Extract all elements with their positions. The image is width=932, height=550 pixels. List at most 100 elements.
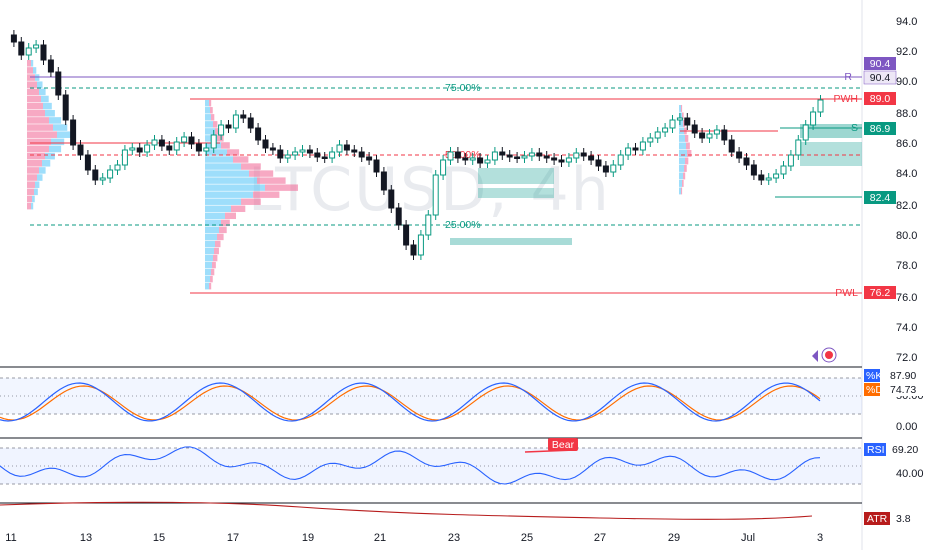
volume-bar: [27, 174, 37, 181]
candle-body: [232, 114, 239, 129]
candle-body: [173, 141, 180, 151]
candle-body: [203, 147, 210, 152]
time-tick: 27: [594, 532, 606, 544]
candle-body: [728, 139, 735, 153]
stochastic-pane[interactable]: [0, 377, 862, 422]
s-value: 86.9: [870, 123, 891, 135]
green-value-box: [864, 191, 896, 204]
candle-body: [10, 34, 17, 43]
price-tick: 80.0: [896, 230, 917, 242]
candle-body: [299, 149, 306, 153]
volume-bar: [27, 167, 39, 174]
candle-body: [514, 156, 521, 159]
price-tags: R 90.4 90.4 PWH 89.0 S 86.9 82.4 PWL 76.…: [834, 57, 897, 299]
candle-body: [292, 151, 299, 156]
candle-body: [151, 139, 158, 146]
last-value: 90.4: [870, 72, 891, 84]
last-value-box: [863, 70, 897, 85]
volume-bar: [49, 145, 62, 153]
atr-pane[interactable]: [0, 501, 813, 520]
green-value: 82.4: [870, 192, 891, 204]
candle-body: [617, 154, 624, 166]
volume-bar: [679, 157, 685, 165]
volume-bar: [27, 110, 45, 117]
volume-bar: [27, 138, 51, 146]
s-label: S: [851, 122, 858, 134]
volume-bar: [33, 67, 37, 74]
candle-body: [625, 147, 632, 156]
volume-bar: [34, 188, 38, 196]
candle-body: [817, 99, 824, 113]
volume-bar: [249, 170, 274, 177]
rsi-label: RSI: [867, 444, 885, 456]
volume-bar: [679, 187, 681, 195]
volume-bar: [27, 131, 57, 138]
volume-bar: [683, 172, 686, 180]
candle-body: [706, 133, 713, 139]
candle-body: [580, 152, 587, 157]
time-tick: 29: [668, 532, 680, 544]
volume-bar: [205, 114, 211, 121]
flag-icon[interactable]: [812, 347, 837, 363]
candlestick-series[interactable]: [10, 30, 824, 260]
time-axis[interactable]: 11 13 15 17 19 21 23 25 27 29 Jul 3: [5, 532, 823, 544]
volume-bar: [27, 181, 35, 188]
d-label: %D: [866, 384, 883, 396]
volume-bar: [27, 145, 49, 153]
fib-75-label: 75.00%: [445, 82, 481, 94]
candle-body: [18, 41, 25, 56]
volume-bar: [27, 152, 45, 160]
volume-bar: [217, 233, 224, 241]
candle-body: [477, 157, 484, 164]
candle-body: [70, 119, 77, 146]
candle-body: [647, 137, 654, 143]
time-tick: 19: [302, 532, 314, 544]
price-levels[interactable]: [30, 76, 862, 294]
volume-bar: [205, 149, 227, 156]
d-value-box: [881, 383, 925, 396]
candle-body: [284, 154, 291, 159]
volume-bar: [213, 254, 218, 262]
candle-body: [662, 127, 669, 133]
candle-body: [121, 149, 128, 166]
rsi-pane[interactable]: [0, 446, 862, 485]
volume-bar: [205, 198, 241, 205]
candle-body: [440, 159, 447, 176]
candle-body: [269, 147, 276, 151]
candle-body: [388, 189, 395, 209]
candle-body: [736, 151, 743, 159]
volume-bar: [41, 95, 49, 103]
candle-body: [447, 151, 454, 161]
pwh-value-box: [864, 92, 896, 105]
volume-bar: [27, 60, 31, 67]
volume-bar: [209, 282, 212, 290]
time-tick: 25: [521, 532, 533, 544]
candle-body: [543, 155, 550, 159]
candle-body: [654, 131, 661, 139]
candle-body: [395, 207, 402, 226]
candle-body: [47, 59, 54, 73]
volume-bar: [679, 120, 683, 127]
volume-bar: [35, 181, 40, 188]
volume-bar: [679, 105, 681, 112]
atr-line: [0, 501, 813, 520]
price-axis[interactable]: 94.0 92.0 90.0 88.0 86.0 84.0 82.0 80.0 78.0 76.0…: [896, 16, 917, 364]
volume-bar: [205, 107, 210, 114]
volume-bar: [679, 165, 684, 172]
price-tick: 86.0: [896, 138, 917, 150]
volume-bar: [679, 112, 682, 120]
volume-bar: [221, 219, 230, 227]
price-tick: 84.0: [896, 168, 917, 180]
candle-body: [713, 129, 720, 135]
volume-bar: [27, 124, 53, 131]
volume-bar: [205, 261, 212, 269]
volume-bar: [39, 167, 46, 174]
candle-body: [373, 159, 380, 173]
volume-bar: [679, 172, 683, 180]
volume-bar: [205, 170, 249, 177]
support-zone-lower: [800, 142, 862, 166]
candle-body: [773, 173, 780, 179]
volume-bar: [225, 212, 236, 220]
volume-bar: [205, 240, 215, 248]
